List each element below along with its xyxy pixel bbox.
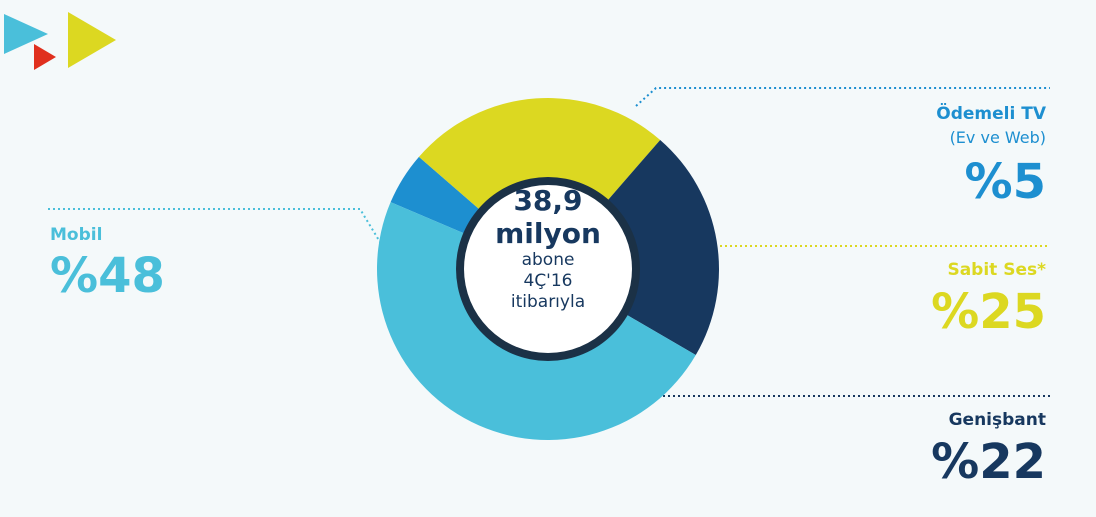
logo-triangle-yellow [68, 12, 116, 68]
slice-value-sabit-ses: %25 [931, 284, 1046, 340]
slice-label-mobil: Mobil [50, 225, 103, 245]
donut-slice-ödemeli-tv [390, 156, 482, 235]
center-total-value: 38,9 [513, 184, 583, 217]
center-caption-asof: itibarıyla [510, 292, 586, 312]
leader-lines [48, 87, 1050, 397]
center-caption-period: 4Ç'16 [523, 271, 573, 291]
brand-logo [4, 12, 116, 70]
slice-label-sabit-ses: Sabit Ses* [947, 260, 1046, 280]
leader-line-odemeli-tv [635, 87, 1050, 107]
center-caption-abone: abone [521, 250, 575, 270]
slice-label-odemeli-tv: Ödemeli TV [936, 104, 1046, 124]
slice-value-odemeli-tv: %5 [964, 154, 1047, 210]
donut-center-label: 38,9 milyon abone 4Ç'16 itibarıyla [438, 184, 658, 313]
logo-triangle-red [34, 44, 56, 70]
center-total-unit: milyon [495, 217, 601, 250]
slice-value-genisbant: %22 [931, 434, 1046, 490]
donut-hole [464, 185, 632, 353]
logo-triangle-blue [4, 14, 48, 54]
leader-line-mobil [48, 208, 381, 243]
slice-label-genisbant: Genişbant [948, 410, 1046, 430]
slice-value-mobil: %48 [50, 248, 165, 304]
slice-sublabel-odemeli-tv: (Ev ve Web) [949, 128, 1046, 147]
donut-slice-sabit-ses [418, 98, 661, 212]
